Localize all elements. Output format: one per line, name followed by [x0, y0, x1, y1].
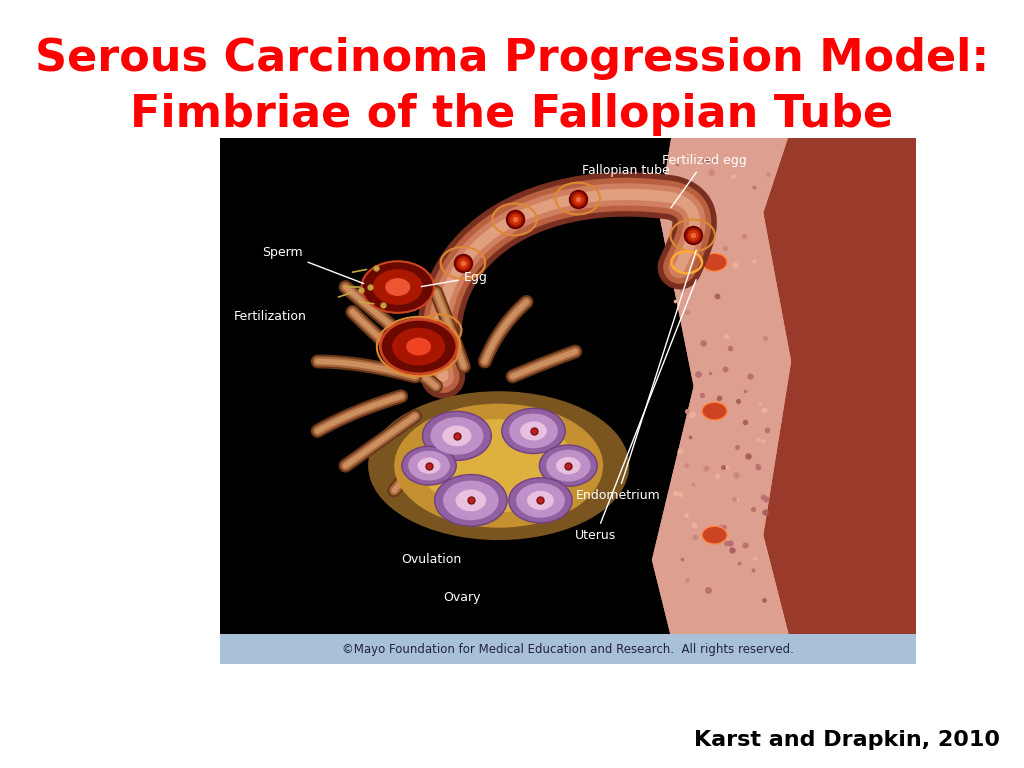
Text: Sperm: Sperm: [262, 246, 364, 283]
Circle shape: [527, 491, 554, 510]
Circle shape: [509, 478, 572, 523]
Text: Karst and Drapkin, 2010: Karst and Drapkin, 2010: [694, 730, 1000, 750]
Ellipse shape: [394, 404, 603, 528]
Circle shape: [509, 413, 558, 449]
Circle shape: [502, 409, 565, 453]
Ellipse shape: [420, 419, 578, 512]
Circle shape: [702, 402, 727, 420]
Circle shape: [407, 338, 431, 356]
Polygon shape: [652, 128, 792, 644]
Bar: [220, 138, 916, 664]
Bar: [220, 634, 916, 664]
Text: Ovary: Ovary: [443, 591, 480, 604]
Circle shape: [702, 253, 727, 271]
Circle shape: [392, 328, 445, 366]
Text: Endometrium: Endometrium: [575, 250, 696, 502]
Circle shape: [385, 278, 411, 296]
Text: Ovulation: Ovulation: [401, 554, 462, 567]
Circle shape: [540, 445, 597, 486]
Circle shape: [423, 412, 492, 460]
Text: Serous Carcinoma Progression Model:: Serous Carcinoma Progression Model:: [35, 37, 989, 80]
Circle shape: [702, 526, 727, 544]
Text: Fimbriae of the Fallopian Tube: Fimbriae of the Fallopian Tube: [130, 94, 894, 137]
Text: Fallopian tube: Fallopian tube: [583, 164, 670, 177]
Circle shape: [401, 446, 457, 485]
Circle shape: [434, 475, 507, 526]
Text: Uterus: Uterus: [575, 280, 696, 541]
Circle shape: [520, 422, 547, 441]
Circle shape: [418, 458, 440, 474]
Circle shape: [456, 489, 486, 511]
Ellipse shape: [369, 391, 629, 540]
Circle shape: [442, 425, 471, 446]
Circle shape: [556, 457, 581, 475]
Text: Egg: Egg: [421, 270, 487, 286]
Polygon shape: [763, 128, 951, 644]
Circle shape: [361, 261, 434, 313]
Circle shape: [546, 450, 591, 482]
Circle shape: [409, 451, 450, 481]
Text: Fertilization: Fertilization: [234, 310, 307, 323]
Circle shape: [443, 481, 499, 520]
Circle shape: [380, 319, 457, 374]
Circle shape: [430, 417, 483, 455]
Text: Fertilized egg: Fertilized egg: [663, 154, 748, 208]
Polygon shape: [652, 128, 951, 644]
Text: ©Mayo Foundation for Medical Education and Research.  All rights reserved.: ©Mayo Foundation for Medical Education a…: [342, 643, 795, 656]
Circle shape: [516, 483, 565, 518]
Circle shape: [373, 270, 423, 305]
